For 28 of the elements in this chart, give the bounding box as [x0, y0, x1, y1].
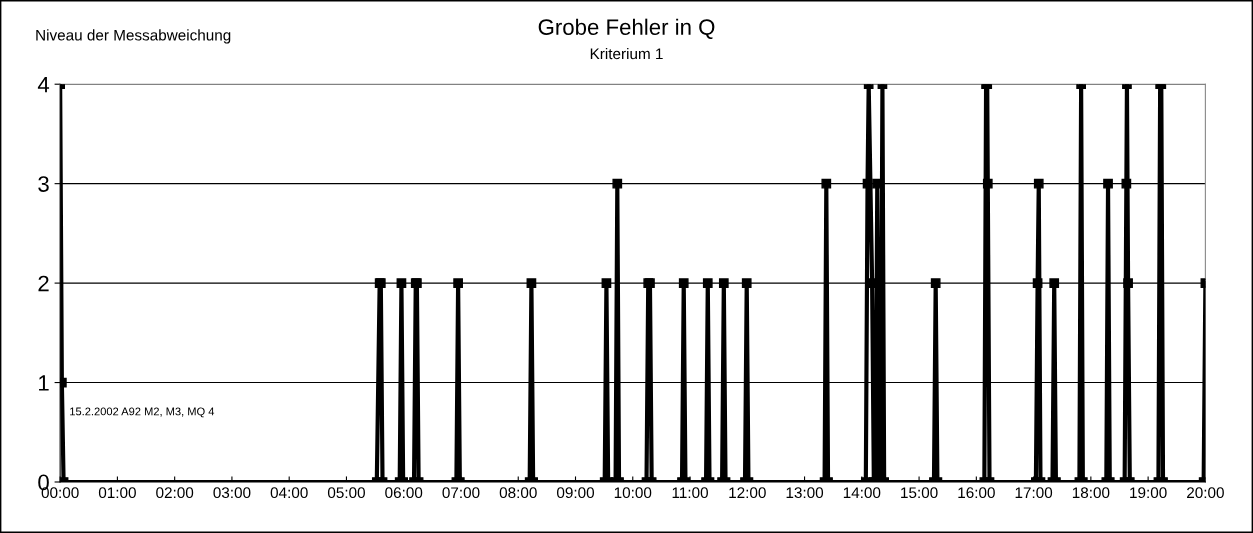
x-tick-label: 04:00: [270, 487, 308, 499]
y-tick-label: 2: [38, 275, 49, 292]
y-axis-title: Niveau der Messabweichung: [36, 29, 231, 44]
y-tick-label: 1: [39, 375, 49, 391]
x-tick-label: 09:00: [556, 487, 595, 499]
annotation: 15.2.2002 A92 M2, M3, MQ 4: [70, 407, 215, 418]
x-tick-label: 11:00: [672, 487, 708, 499]
x-tick-label: 03:00: [213, 487, 251, 499]
x-tick-label: 05:00: [327, 487, 365, 499]
x-tick-label: 02:00: [156, 487, 194, 499]
chart-subtitle: Kriterium 1: [590, 47, 663, 60]
x-tick-label: 13:00: [786, 487, 824, 499]
x-tick-label: 17:00: [1015, 487, 1053, 499]
x-tick-label: 01:00: [98, 487, 136, 499]
x-tick-label: 06:00: [385, 487, 423, 499]
x-tick-label: 16:00: [958, 487, 995, 499]
x-tick-label: 20:00: [1187, 487, 1224, 499]
x-tick-label: 15:00: [901, 487, 938, 499]
y-tick-label: 4: [37, 76, 50, 93]
y-tick-label: 3: [38, 176, 49, 192]
x-tick-label: 12:00: [729, 487, 766, 499]
chart-title: Grobe Fehler in Q: [538, 18, 715, 39]
x-tick-label: 19:00: [1130, 487, 1167, 499]
x-tick-label: 14:00: [843, 487, 881, 499]
x-tick-label: 07:00: [442, 487, 480, 499]
x-tick-label: 08:00: [499, 487, 537, 499]
x-tick-label: 10:00: [614, 487, 652, 499]
x-tick-label: 18:00: [1072, 487, 1110, 499]
